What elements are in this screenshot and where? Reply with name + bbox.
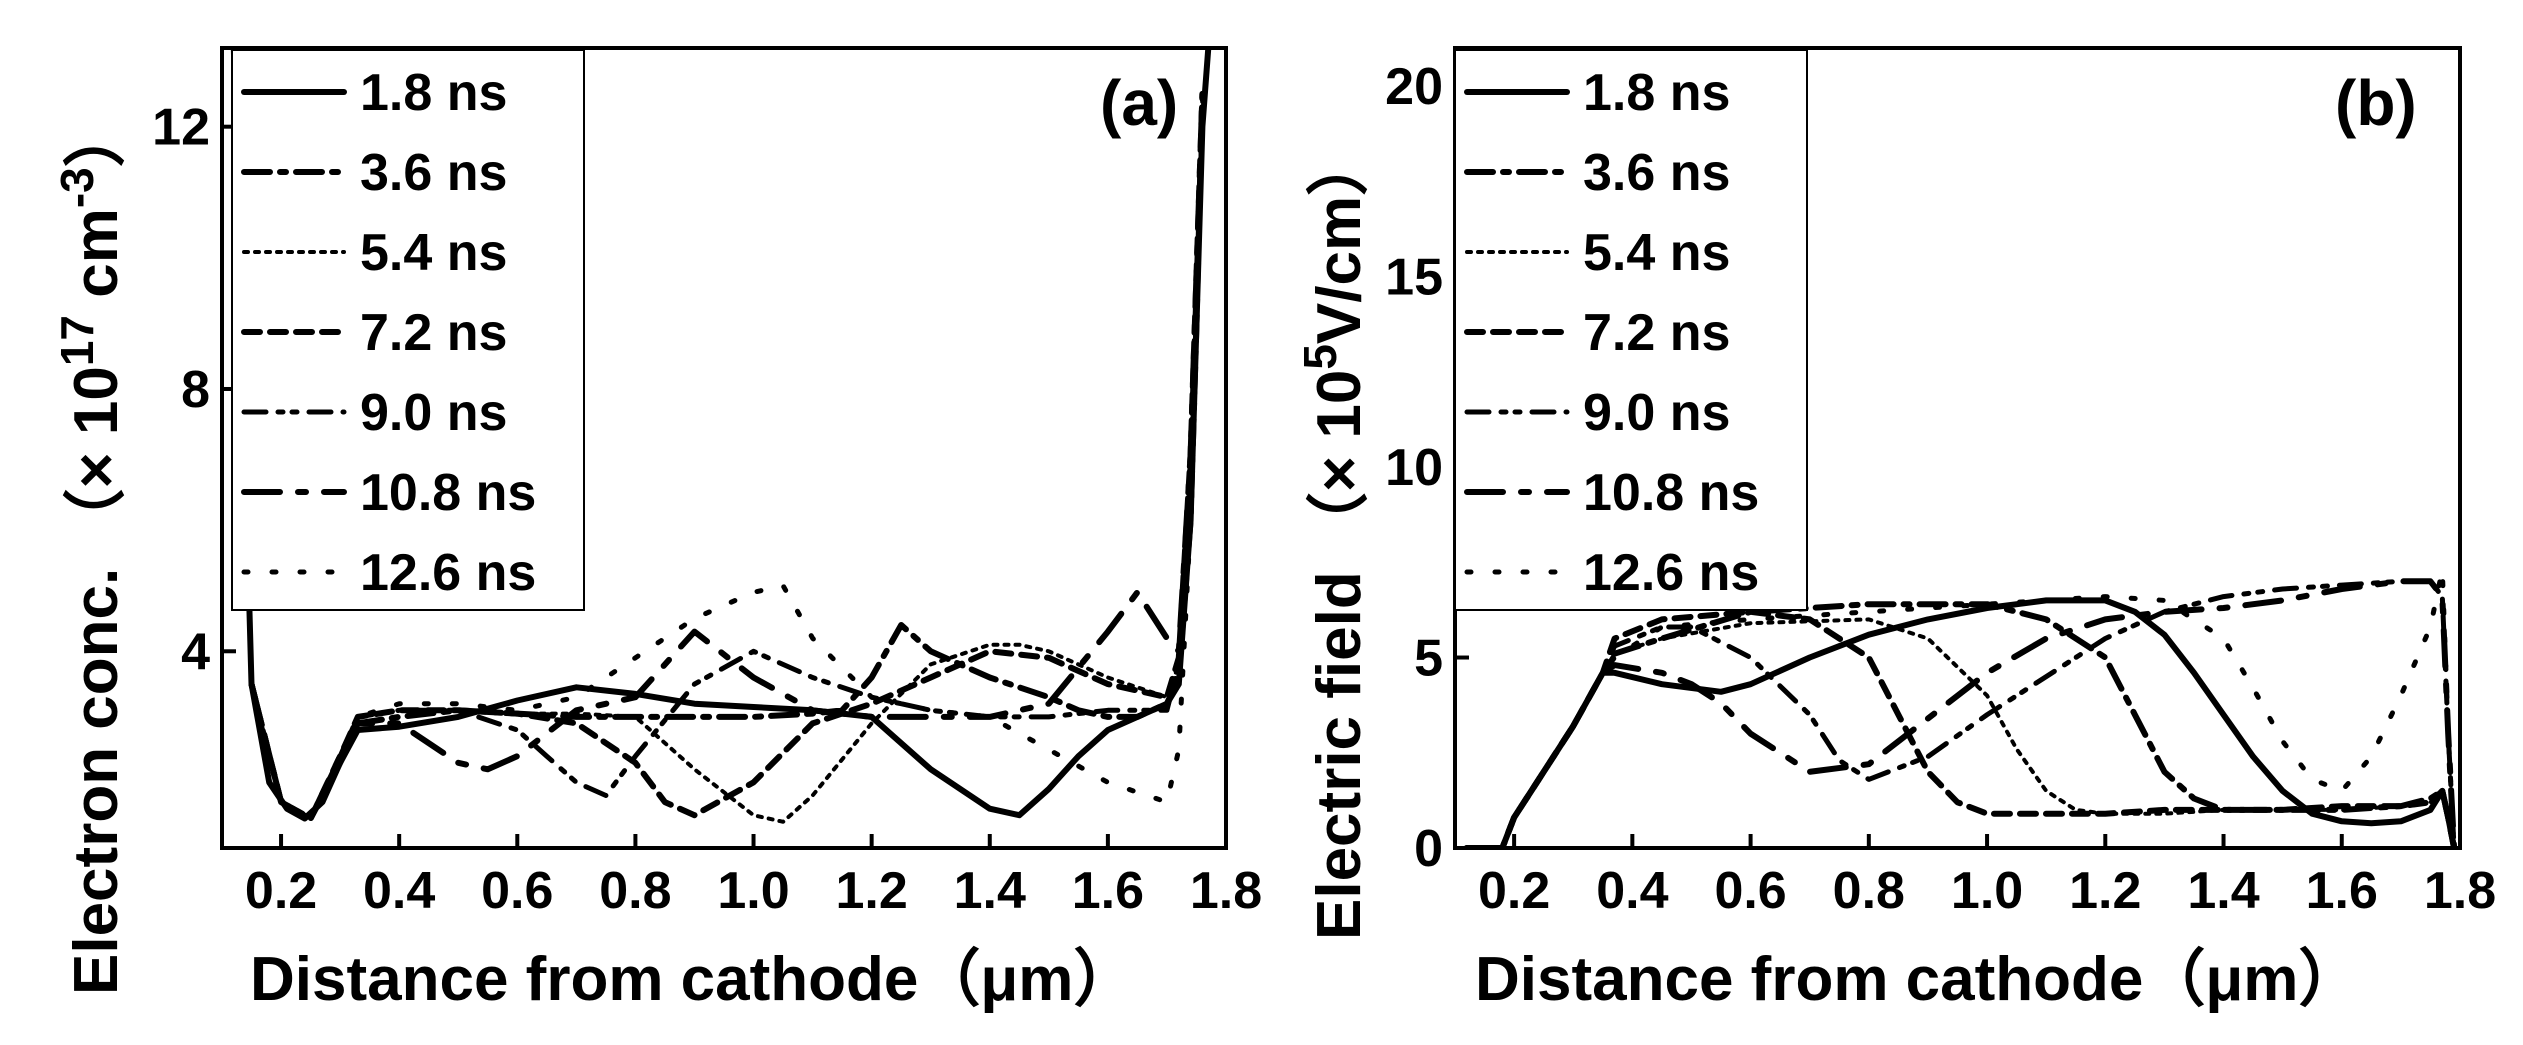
panel-b-series-group [1463,567,2458,848]
panel-a-series-line-2 [249,91,1205,824]
legend-entry-label: 1.8 ns [360,64,507,122]
x-tick-label: 1.8 [2424,862,2496,920]
panel-a-y-label-main: Electron conc. （× 10 [61,366,131,995]
panel-a-y-label-close: ） [61,105,131,167]
legend-entry-label: 12.6 ns [360,544,536,602]
panel-b-series-line-6 [1464,567,2457,848]
panel-b-y-ticks: 0 5 10 15 20 [1385,58,1469,878]
panel-a-legend: 1.8 ns 3.6 ns 5.4 ns 7.2 ns 9.0 ns 10.8 ns 12.… [231,49,585,611]
legend-entry-label: 3.6 ns [360,144,507,202]
panel-b-legend: 1.8 ns 3.6 ns 5.4 ns 7.2 ns 9.0 ns 10.8 ns 12.… [1454,49,1808,611]
x-tick-label: 0.6 [1714,862,1786,920]
panel-a-label: (a) [1100,67,1178,139]
x-tick-label: 0.2 [1478,862,1550,920]
x-tick-label: 1.2 [835,862,907,920]
panel-a-legend-box [231,49,585,611]
panel-b-label: (b) [2335,67,2417,139]
panel-b-y-label-unit: V/cm） [1304,134,1374,344]
panel-a-series-group [230,48,1212,824]
y-tick-label: 4 [181,623,210,681]
panel-a-y-label-exponent: 17 [51,315,103,366]
y-tick-label: 20 [1385,58,1443,116]
x-tick-label: 1.8 [1190,862,1262,920]
legend-entry-label: 3.6 ns [1583,144,1730,202]
y-tick-label: 5 [1414,630,1443,688]
legend-entry-label: 12.6 ns [1583,544,1759,602]
x-tick-label: 0.4 [1596,862,1668,920]
panel-a-series-line-5 [248,90,1206,822]
x-tick-label: 0.2 [245,862,317,920]
panel-a-electron-concentration-chart: 0.2 0.4 0.6 0.8 1.0 1.2 1.4 1.6 1.8 4 8 12 (a) 1.8… [51,46,1262,1014]
x-tick-label: 0.4 [363,862,435,920]
y-tick-label: 15 [1385,249,1443,307]
x-tick-label: 1.4 [2187,862,2259,920]
panel-a-x-axis-label: Distance from cathode（μm） [250,944,1135,1014]
x-tick-label: 1.6 [2306,862,2378,920]
panel-b-y-label-exponent: 5 [1294,344,1346,370]
legend-entry-label: 9.0 ns [360,384,507,442]
x-tick-label: 1.0 [1951,862,2023,920]
legend-entry-label: 5.4 ns [360,224,507,282]
legend-entry-label: 7.2 ns [1583,304,1730,362]
x-tick-label: 0.8 [599,862,671,920]
panel-b-legend-box [1454,49,1808,611]
panel-b-x-axis-label: Distance from cathode（μm） [1475,944,2360,1014]
x-tick-label: 0.6 [481,862,553,920]
panel-b-y-label-main: Electric field （× 10 [1304,370,1374,940]
legend-entry-label: 5.4 ns [1583,224,1730,282]
legend-entry-label: 9.0 ns [1583,384,1730,442]
panel-a-series-line-6 [249,91,1205,821]
x-tick-label: 1.0 [717,862,789,920]
x-tick-label: 1.6 [1072,862,1144,920]
legend-entry-label: 10.8 ns [1583,464,1759,522]
panel-a-plot-frame [220,46,1228,850]
panel-a-y-label-unit: cm [62,208,131,315]
panel-a-x-ticks: 0.2 0.4 0.6 0.8 1.0 1.2 1.4 1.6 1.8 [245,834,1262,920]
y-tick-label: 8 [181,361,210,419]
legend-entry-label: 7.2 ns [360,304,507,362]
panel-a-y-label-unit-exponent: -3 [51,167,103,208]
panel-a-y-axis-label: Electron conc. （× 1017 cm-3） [51,105,131,995]
x-tick-label: 1.2 [2069,862,2141,920]
panel-b-x-ticks: 0.2 0.4 0.6 0.8 1.0 1.2 1.4 1.6 1.8 [1478,834,2496,920]
x-tick-label: 0.8 [1833,862,1905,920]
panel-b-electric-field-chart: 0.2 0.4 0.6 0.8 1.0 1.2 1.4 1.6 1.8 0 5 10 15 20 (b)… [1294,46,2496,1014]
y-tick-label: 0 [1414,820,1443,878]
y-tick-label: 10 [1385,439,1443,497]
legend-entry-label: 1.8 ns [1583,64,1730,122]
x-tick-label: 1.4 [954,862,1026,920]
panel-b-series-line-4 [1464,578,2457,848]
panel-a-y-ticks: 4 8 12 [152,99,236,681]
y-tick-label: 12 [152,99,210,157]
panel-b-series-line-5 [1463,578,2458,848]
legend-entry-label: 10.8 ns [360,464,536,522]
panel-b-y-axis-label: Electric field （× 105V/cm） [1294,134,1374,940]
